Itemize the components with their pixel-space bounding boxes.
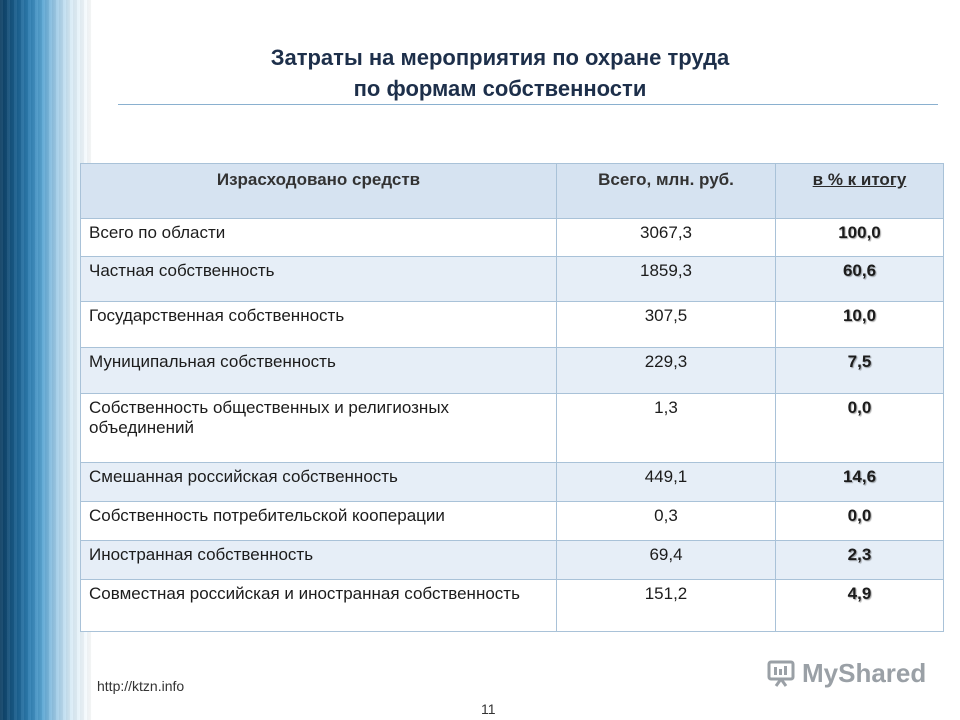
title-line-1: Затраты на мероприятия по охране труда [270, 45, 730, 70]
row-percent: 7,5 [775, 347, 944, 394]
table-row: Совместная российская и иностранная собс… [80, 579, 944, 632]
row-label: Иностранная собственность [80, 540, 557, 580]
row-total: 69,4 [556, 540, 776, 580]
row-percent: 0,0 [775, 393, 944, 463]
expenses-table: Израсходовано средств Всего, млн. руб. в… [80, 163, 944, 632]
source-url[interactable]: http://ktzn.info [97, 678, 185, 694]
row-total: 1859,3 [556, 256, 776, 302]
row-percent: 10,0 [775, 301, 944, 348]
row-total: 1,3 [556, 393, 776, 463]
row-total: 3067,3 [556, 218, 776, 257]
table-body: Всего по области 3067,3 100,0 Частная собст… [80, 218, 944, 632]
row-percent: 60,6 [775, 256, 944, 302]
row-percent: 4,9 [775, 579, 944, 632]
table-row: Собственность потребительской кооперации… [80, 501, 944, 541]
title-line-2: по формам собственности [353, 76, 647, 101]
header-spent: Израсходовано средств [80, 163, 557, 219]
row-label: Собственность общественных и религиозных… [80, 393, 557, 463]
row-total: 449,1 [556, 462, 776, 502]
row-total: 229,3 [556, 347, 776, 394]
table-row: Частная собственность 1859,3 60,6 [80, 256, 944, 302]
header-percent: в % к итогу [775, 163, 944, 219]
table-row: Собственность общественных и религиозных… [80, 393, 944, 463]
row-total: 307,5 [556, 301, 776, 348]
row-total: 151,2 [556, 579, 776, 632]
table-row: Смешанная российская собственность 449,1 1… [80, 462, 944, 502]
row-label: Смешанная российская собственность [80, 462, 557, 502]
table-row: Иностранная собственность 69,4 2,3 [80, 540, 944, 580]
presentation-icon [767, 660, 795, 687]
row-label: Муниципальная собственность [80, 347, 557, 394]
logo-text: MyShared [802, 657, 927, 688]
row-percent: 14,6 [775, 462, 944, 502]
row-label: Совместная российская и иностранная собс… [80, 579, 557, 632]
row-total: 0,3 [556, 501, 776, 541]
table-row: Всего по области 3067,3 100,0 [80, 218, 944, 257]
table-row: Муниципальная собственность 229,3 7,5 [80, 347, 944, 394]
table-header-row: Израсходовано средств Всего, млн. руб. в… [80, 163, 944, 219]
row-percent: 0,0 [775, 501, 944, 541]
page-number: 11 [481, 701, 496, 717]
row-label: Государственная собственность [80, 301, 557, 348]
slide-title: Затраты на мероприятия по охране труда п… [120, 42, 880, 104]
row-percent: 2,3 [775, 540, 944, 580]
row-label: Частная собственность [80, 256, 557, 302]
row-label: Собственность потребительской кооперации [80, 501, 557, 541]
myshared-logo: MyShared [766, 656, 926, 690]
row-percent: 100,0 [775, 218, 944, 257]
title-divider [118, 104, 938, 105]
table-row: Государственная собственность 307,5 10,0 [80, 301, 944, 348]
left-decorative-band [0, 0, 92, 720]
header-total: Всего, млн. руб. [556, 163, 776, 219]
row-label: Всего по области [80, 218, 557, 257]
